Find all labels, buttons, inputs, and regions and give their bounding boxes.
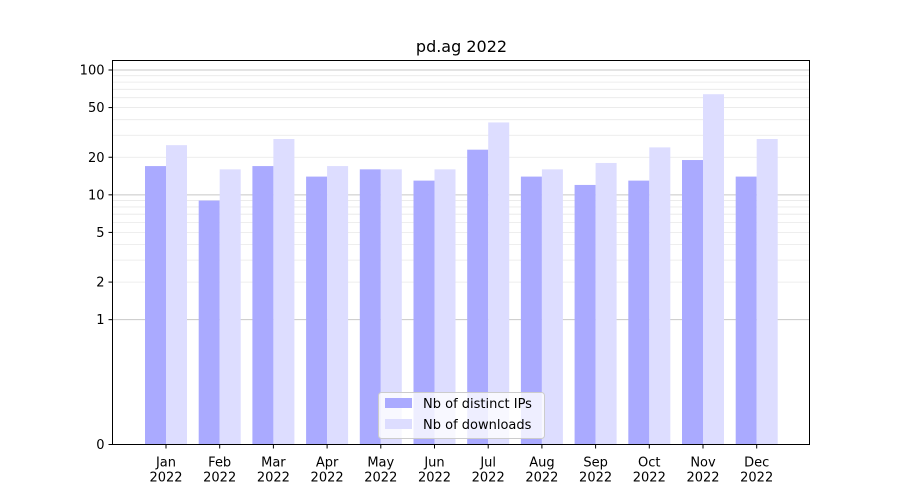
bar-downloads	[380, 169, 402, 445]
x-tick-label-year: 2022	[633, 471, 666, 486]
bar-distinct-ips	[682, 160, 703, 445]
x-tick-label-month: Apr	[316, 456, 339, 471]
bar-downloads	[541, 169, 563, 445]
x-tick-label-month: Jul	[479, 456, 496, 471]
chart-title: pd.ag 2022	[416, 37, 507, 56]
x-tick-label-month: Feb	[208, 456, 231, 471]
bar-downloads	[273, 139, 295, 445]
y-tick-label: 5	[96, 226, 104, 241]
bar-downloads	[488, 122, 510, 445]
bar-distinct-ips	[628, 180, 650, 445]
bar-downloads	[703, 94, 724, 445]
bar-distinct-ips	[145, 166, 166, 445]
bars	[145, 94, 778, 445]
legend-label-downloads: Nb of downloads	[423, 418, 532, 433]
y-tick-label: 50	[88, 101, 105, 116]
legend-label-ips: Nb of distinct IPs	[423, 397, 532, 412]
bar-downloads	[166, 145, 187, 445]
x-tick-label-month: Sep	[583, 456, 608, 471]
legend-box	[378, 392, 545, 439]
x-tick-label-month: Jan	[155, 456, 176, 471]
legend: Nb of distinct IPs Nb of downloads	[378, 392, 545, 439]
x-tick-label-year: 2022	[311, 471, 344, 486]
bar-distinct-ips	[735, 176, 757, 445]
y-tick-label: 100	[80, 64, 105, 79]
bar-downloads	[649, 147, 671, 445]
x-tick-label-year: 2022	[203, 471, 236, 486]
bar-downloads	[327, 166, 349, 445]
y-tick-label: 0	[96, 438, 104, 453]
y-tick-label: 10	[88, 188, 105, 203]
x-axis: Jan2022Feb2022Mar2022Apr2022May2022Jun20…	[149, 444, 773, 486]
x-tick-label-month: Oct	[638, 456, 660, 471]
x-tick-label-year: 2022	[257, 471, 290, 486]
bar-distinct-ips	[467, 149, 489, 445]
plot-frame	[112, 60, 810, 445]
y-tick-label: 20	[88, 151, 105, 166]
bar-distinct-ips	[306, 176, 328, 445]
bar-downloads	[595, 162, 617, 445]
y-tick-label: 1	[96, 313, 104, 328]
y-tick-label: 2	[96, 276, 104, 291]
bar-distinct-ips	[574, 184, 596, 445]
x-tick-label-month: Jun	[423, 456, 444, 471]
x-tick-label-month: Nov	[690, 456, 716, 471]
x-tick-label-month: May	[367, 456, 394, 471]
x-tick-label-year: 2022	[740, 471, 773, 486]
legend-swatch-downloads	[385, 419, 412, 429]
bar-distinct-ips	[413, 180, 435, 445]
y-axis: 0 1 2 5 10 20 50 100	[80, 64, 113, 453]
x-tick-label-year: 2022	[472, 471, 505, 486]
x-tick-label-year: 2022	[579, 471, 612, 486]
bar-downloads	[756, 139, 778, 445]
x-tick-label-month: Dec	[744, 456, 769, 471]
bar-distinct-ips	[520, 176, 542, 445]
x-tick-label-month: Mar	[261, 456, 286, 471]
x-tick-label-year: 2022	[686, 471, 719, 486]
x-tick-label-year: 2022	[525, 471, 558, 486]
bar-downloads	[219, 169, 241, 445]
x-tick-label-year: 2022	[149, 471, 182, 486]
x-tick-label-year: 2022	[418, 471, 451, 486]
bar-distinct-ips	[198, 200, 220, 445]
x-tick-label-month: Aug	[529, 456, 554, 471]
bar-distinct-ips	[252, 166, 274, 445]
x-tick-label-year: 2022	[364, 471, 397, 486]
bar-downloads	[434, 169, 456, 445]
legend-swatch-ips	[385, 398, 412, 408]
bar-distinct-ips	[359, 169, 381, 445]
